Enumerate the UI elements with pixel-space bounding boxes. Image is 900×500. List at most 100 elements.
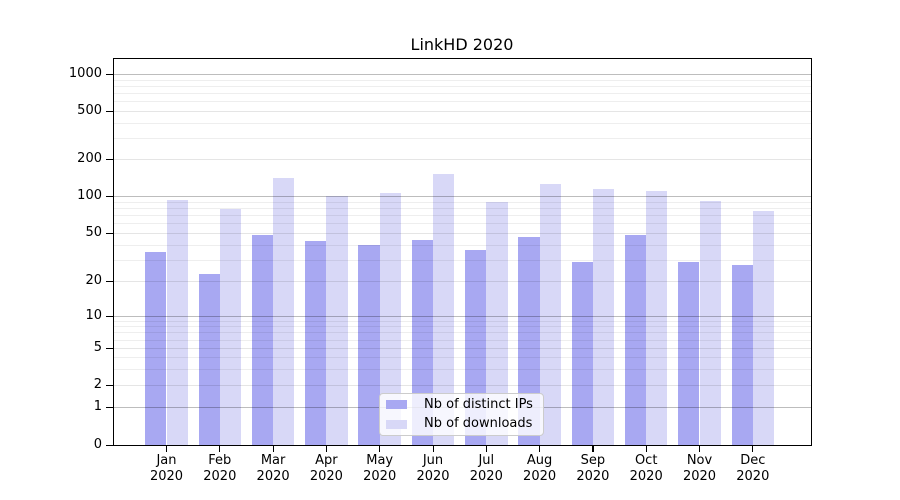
legend-item-downloads: Nb of downloads xyxy=(386,415,543,433)
x-tick-mar xyxy=(272,445,274,452)
minor-gridline-800 xyxy=(113,85,811,87)
minor-gridline-70 xyxy=(113,215,811,217)
x-tick-label-nov: Nov 2020 xyxy=(682,453,717,484)
y-tick-label-500: 500 xyxy=(77,103,102,118)
y-tick-2 xyxy=(106,384,113,386)
x-tick-apr xyxy=(325,445,328,452)
y-tick-10 xyxy=(106,315,113,317)
x-tick-nov xyxy=(699,445,701,452)
y-tick-50 xyxy=(106,232,113,234)
x-tick-label-dec: Dec 2020 xyxy=(736,453,770,484)
x-tick-label-mar: Mar 2020 xyxy=(256,453,290,484)
gridline-5 xyxy=(113,348,811,349)
bar-downloads-apr xyxy=(326,196,348,445)
minor-gridline-90 xyxy=(113,201,811,203)
bar-downloads-oct xyxy=(646,190,668,445)
gridline-200 xyxy=(113,159,811,160)
minor-gridline-60 xyxy=(113,223,811,225)
y-tick-0 xyxy=(106,444,113,446)
x-tick-label-apr: Apr 2020 xyxy=(309,453,343,484)
y-tick-1 xyxy=(106,406,113,408)
bar-distinct-ips-apr xyxy=(305,240,327,445)
bar-downloads-jul xyxy=(486,201,508,445)
plot-area xyxy=(113,58,811,445)
y-tick-200 xyxy=(106,158,113,160)
gridline-1000 xyxy=(113,74,811,75)
minor-gridline-400 xyxy=(113,122,811,124)
gridline-100 xyxy=(113,196,811,197)
y-tick-label-1000: 1000 xyxy=(68,66,102,81)
x-tick-aug xyxy=(539,445,541,452)
y-tick-label-10: 10 xyxy=(85,308,102,323)
minor-gridline-4 xyxy=(113,357,811,358)
legend: Nb of distinct IPs Nb of downloads xyxy=(379,393,544,436)
y-tick-label-2: 2 xyxy=(93,377,102,392)
x-tick-label-feb: Feb 2020 xyxy=(203,453,237,484)
bar-distinct-ips-may xyxy=(358,244,380,445)
x-tick-label-jun: Jun 2020 xyxy=(416,453,450,484)
legend-item-distinct-ips: Nb of distinct IPs xyxy=(386,396,543,414)
x-tick-may xyxy=(379,445,381,452)
bar-downloads-feb xyxy=(219,209,242,445)
y-tick-label-5: 5 xyxy=(93,340,102,355)
legend-label-distinct-ips: Nb of distinct IPs xyxy=(424,396,533,412)
gridline-10 xyxy=(113,316,811,317)
bar-downloads-nov xyxy=(699,201,721,445)
minor-gridline-600 xyxy=(113,101,811,103)
y-tick-500 xyxy=(106,110,113,112)
minor-gridline-300 xyxy=(113,137,811,139)
legend-swatch-distinct-ips xyxy=(386,400,407,410)
x-tick-dec xyxy=(752,445,754,452)
bar-distinct-ips-nov xyxy=(678,261,700,445)
minor-gridline-30 xyxy=(113,259,811,261)
y-tick-1000 xyxy=(106,73,113,75)
right-spine xyxy=(811,58,812,446)
y-tick-label-50: 50 xyxy=(85,225,102,240)
left-spine xyxy=(113,58,114,446)
x-tick-sep xyxy=(592,445,594,452)
bottom-spine xyxy=(113,445,812,446)
bar-distinct-ips-mar xyxy=(251,235,274,445)
x-tick-jan xyxy=(166,445,168,452)
x-tick-label-sep: Sep 2020 xyxy=(576,453,610,484)
y-tick-5 xyxy=(106,347,113,349)
y-tick-100 xyxy=(106,195,113,197)
minor-gridline-900 xyxy=(113,79,811,81)
y-tick-20 xyxy=(106,280,113,282)
bar-downloads-jun xyxy=(433,174,455,445)
top-spine xyxy=(113,58,812,59)
x-tick-label-may: May 2020 xyxy=(363,453,397,484)
gridline-500 xyxy=(113,111,811,112)
bar-downloads-jan xyxy=(166,199,188,445)
y-tick-label-20: 20 xyxy=(85,273,102,288)
bar-downloads-dec xyxy=(752,210,775,445)
x-tick-label-jul: Jul 2020 xyxy=(469,453,503,484)
minor-gridline-3 xyxy=(113,368,811,370)
minor-gridline-80 xyxy=(113,207,811,209)
bar-distinct-ips-oct xyxy=(624,235,647,445)
x-tick-oct xyxy=(645,445,647,452)
y-tick-label-100: 100 xyxy=(77,188,102,203)
bar-downloads-aug xyxy=(539,184,561,445)
x-tick-label-oct: Oct 2020 xyxy=(629,453,663,484)
y-tick-label-200: 200 xyxy=(77,151,102,166)
bar-distinct-ips-dec xyxy=(731,265,753,445)
y-tick-label-0: 0 xyxy=(93,437,102,452)
minor-gridline-7 xyxy=(113,332,811,334)
legend-swatch-downloads xyxy=(386,419,407,429)
minor-gridline-40 xyxy=(113,244,811,246)
bar-distinct-ips-feb xyxy=(198,273,220,445)
y-tick-label-1: 1 xyxy=(93,399,102,414)
x-tick-jun xyxy=(432,445,434,452)
x-tick-jul xyxy=(485,445,487,452)
bar-downloads-sep xyxy=(592,188,615,445)
bar-distinct-ips-jan xyxy=(145,251,167,445)
x-tick-feb xyxy=(219,445,221,452)
bar-distinct-ips-sep xyxy=(571,261,593,445)
gridline-50 xyxy=(113,233,811,234)
gridline-20 xyxy=(113,281,811,282)
x-tick-label-jan: Jan 2020 xyxy=(149,453,184,484)
minor-gridline-8 xyxy=(113,326,811,328)
chart-title: LinkHD 2020 xyxy=(410,35,514,54)
